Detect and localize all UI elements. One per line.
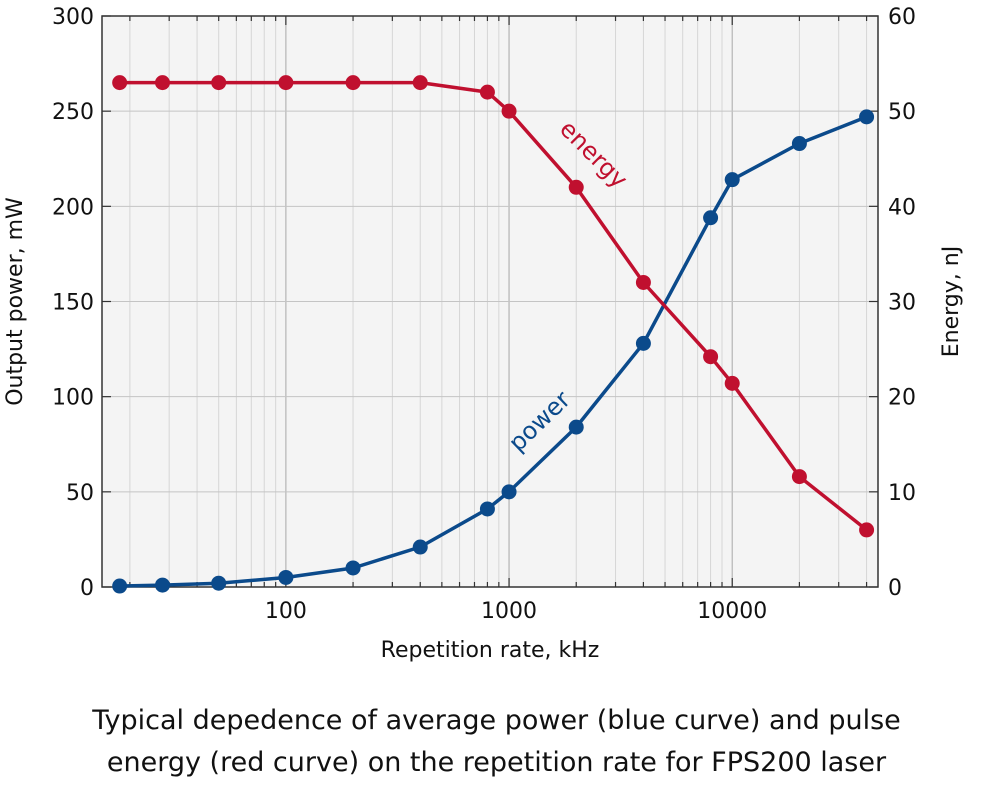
- data-point-energy: [501, 103, 517, 119]
- data-point-energy: [412, 75, 428, 91]
- data-point-energy: [568, 179, 584, 195]
- y2-tick-label: 0: [888, 576, 902, 601]
- y2-tick-label: 10: [888, 481, 916, 506]
- data-point-power: [154, 577, 170, 593]
- data-point-energy: [703, 349, 719, 365]
- data-point-energy: [211, 75, 227, 91]
- axes: 100 1000 10000 0 50 100 150 200 250 300 0 10 20 30 40 5…: [52, 5, 916, 624]
- y-tick-label: 0: [80, 576, 94, 601]
- data-point-energy: [112, 75, 128, 91]
- data-point-power: [278, 569, 294, 585]
- y2-tick-label: 50: [888, 100, 916, 125]
- x-tick-label: 1000: [481, 599, 537, 624]
- data-point-power: [211, 575, 227, 591]
- x-axis-title: Repetition rate, kHz: [381, 638, 600, 663]
- y-tick-label: 50: [66, 481, 94, 506]
- y-axis-title: Output power, mW: [3, 197, 28, 406]
- y-tick-label: 250: [52, 100, 94, 125]
- y-tick-label: 200: [52, 195, 94, 220]
- data-point-energy: [724, 375, 740, 391]
- y2-tick-label: 60: [888, 5, 916, 30]
- data-point-energy: [479, 84, 495, 100]
- chart: 100 1000 10000 0 50 100 150 200 250 300 0 10 20 30 40 5…: [3, 5, 964, 663]
- y-tick-label: 150: [52, 291, 94, 316]
- data-point-power: [345, 560, 361, 576]
- data-point-energy: [635, 274, 651, 290]
- data-point-power: [724, 172, 740, 188]
- data-point-power: [501, 484, 517, 500]
- data-point-power: [859, 109, 875, 125]
- data-point-power: [112, 578, 128, 594]
- y-tick-label: 300: [52, 5, 94, 30]
- series-layer: [112, 75, 875, 594]
- data-point-energy: [791, 469, 807, 485]
- data-point-power: [635, 335, 651, 351]
- y-tick-label: 100: [52, 386, 94, 411]
- data-point-energy: [154, 75, 170, 91]
- data-point-power: [703, 210, 719, 226]
- y2-tick-label: 30: [888, 291, 916, 316]
- caption-line-1: Typical depedence of average power (blue…: [92, 705, 901, 736]
- data-point-energy: [859, 522, 875, 538]
- data-point-energy: [345, 75, 361, 91]
- x-tick-label: 100: [265, 599, 307, 624]
- y2-tick-label: 20: [888, 386, 916, 411]
- data-point-power: [791, 136, 807, 152]
- figure-caption: Typical depedence of average power (blue…: [0, 700, 993, 784]
- data-point-energy: [278, 75, 294, 91]
- x-tick-label: 10000: [697, 599, 767, 624]
- y2-axis-title: Energy, nJ: [939, 246, 964, 357]
- data-point-power: [412, 539, 428, 555]
- data-point-power: [568, 419, 584, 435]
- y2-tick-label: 40: [888, 195, 916, 220]
- data-point-power: [479, 501, 495, 517]
- caption-line-2: energy (red curve) on the repetition rat…: [106, 747, 887, 778]
